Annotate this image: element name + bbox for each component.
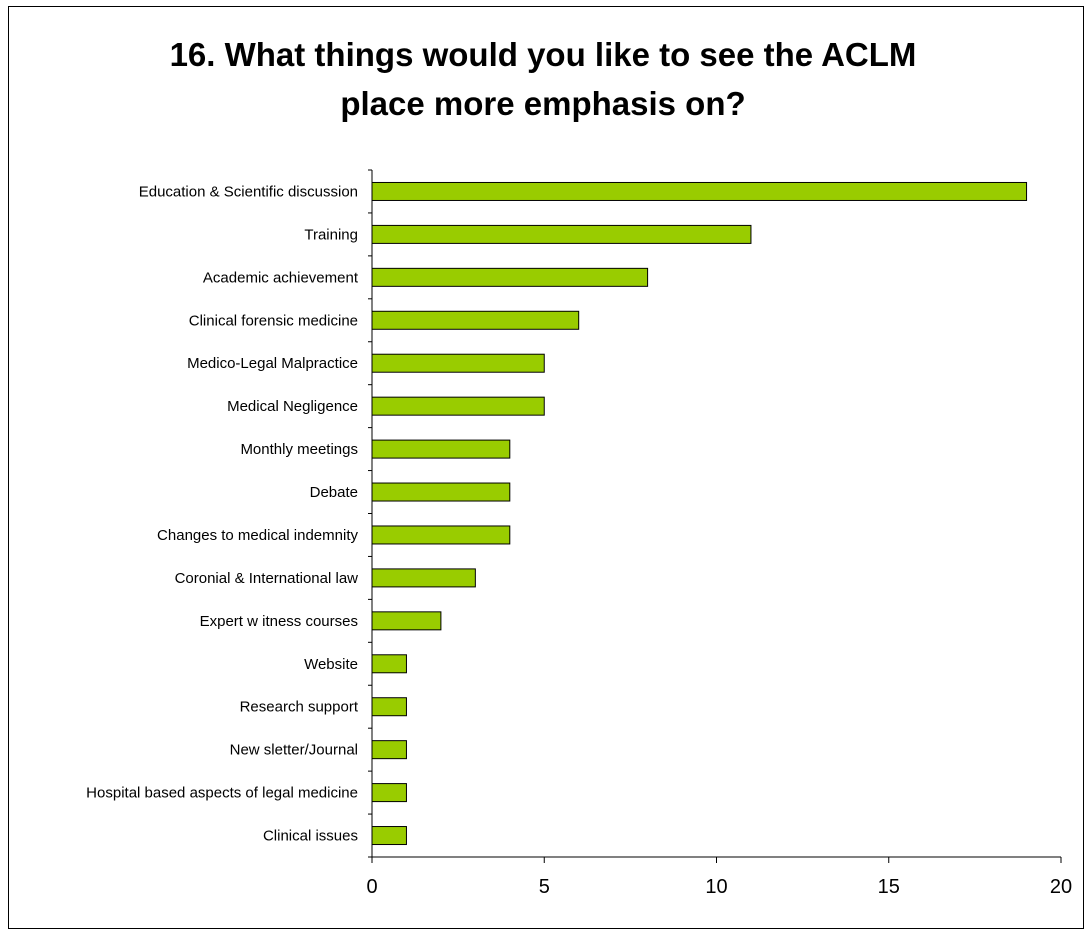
bar (371, 525, 511, 545)
x-tick-label: 0 (366, 876, 377, 898)
category-label: Academic achievement (203, 269, 359, 286)
bar (371, 482, 511, 502)
bar (371, 740, 407, 760)
category-label: New sletter/Journal (230, 742, 358, 759)
category-label: Training (304, 226, 358, 243)
bar (371, 568, 476, 588)
category-label: Education & Scientific discussion (139, 183, 358, 200)
category-label: Website (304, 656, 358, 673)
bar (371, 826, 407, 846)
bar (371, 224, 752, 244)
chart-title-line-2: place more emphasis on? (340, 85, 746, 122)
bar (371, 396, 545, 416)
bar (371, 783, 407, 803)
bar (371, 697, 407, 717)
x-tick-label: 5 (539, 876, 550, 898)
x-tick-label: 15 (878, 876, 900, 898)
bar (371, 310, 580, 330)
category-label: Research support (240, 699, 359, 716)
category-label: Medico-Legal Malpractice (187, 355, 358, 372)
category-label: Coronial & International law (175, 570, 359, 587)
chart-frame (8, 6, 1084, 929)
category-label: Medical Negligence (227, 398, 358, 415)
category-label: Clinical forensic medicine (189, 312, 358, 329)
category-label: Monthly meetings (240, 441, 358, 458)
bar (371, 353, 545, 373)
x-tick-label: 10 (705, 876, 727, 898)
category-label: Expert w itness courses (200, 613, 358, 630)
chart-title-line-1: 16. What things would you like to see th… (169, 36, 917, 73)
category-label: Clinical issues (263, 828, 358, 845)
category-label: Hospital based aspects of legal medicine (86, 785, 358, 802)
bar (371, 267, 649, 287)
chart-title: 16. What things would you like to see th… (0, 30, 1086, 128)
bar (371, 654, 407, 674)
category-label: Changes to medical indemnity (157, 527, 358, 544)
bar (371, 181, 1028, 201)
bar (371, 611, 442, 631)
bar (371, 439, 511, 459)
category-label: Debate (310, 484, 358, 501)
x-tick-label: 20 (1050, 876, 1072, 898)
